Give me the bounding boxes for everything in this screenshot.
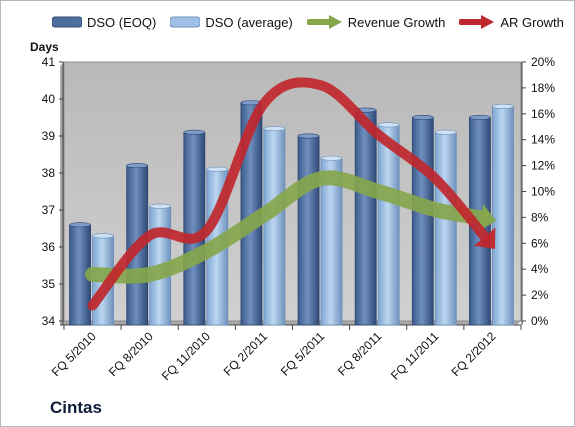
bar-top-dso-average bbox=[492, 103, 514, 109]
y2-tick-label: 20% bbox=[531, 55, 555, 69]
x-tick-label: FQ 2/2011 bbox=[221, 329, 271, 379]
bar-dso-average bbox=[434, 131, 457, 326]
bar-top-dso-eoq bbox=[297, 133, 320, 139]
bar-top-dso-average bbox=[377, 122, 400, 128]
y2-tick-label: 16% bbox=[531, 107, 555, 121]
y2-tick-label: 4% bbox=[531, 262, 549, 276]
bar-dso-average bbox=[263, 128, 286, 326]
legend-label-revenue-growth: Revenue Growth bbox=[347, 14, 446, 30]
legend-label-dso-eoq: DSO (EOQ) bbox=[87, 14, 157, 30]
x-tick-label: FQ 5/2011 bbox=[278, 329, 328, 379]
y2-tick-label: 6% bbox=[531, 236, 549, 250]
x-tick-label: FQ 11/2011 bbox=[388, 329, 442, 383]
bar-top-dso-average bbox=[320, 155, 343, 161]
y-tick-label: 40 bbox=[42, 92, 56, 106]
bar-top-dso-eoq bbox=[412, 115, 434, 121]
legend-swatch-dso-eoq bbox=[52, 16, 82, 28]
bar-top-dso-eoq bbox=[69, 222, 91, 228]
x-tick-label: FQ 11/2010 bbox=[159, 329, 213, 383]
y2-tick-label: 2% bbox=[531, 288, 549, 302]
line-ar-growth bbox=[87, 77, 491, 311]
legend-label-dso-average: DSO (average) bbox=[205, 14, 293, 30]
y2-tick-label: 14% bbox=[531, 133, 555, 147]
legend-swatch-ar-growth bbox=[459, 15, 495, 29]
company-name: Cintas bbox=[50, 398, 102, 417]
x-tick-label: FQ 5/2010 bbox=[49, 329, 99, 379]
y2-tick-label: 10% bbox=[531, 185, 555, 199]
y-tick-label: 39 bbox=[42, 129, 56, 143]
bar-top-dso-average bbox=[92, 233, 114, 239]
legend-item-dso-eoq: DSO (EOQ) bbox=[52, 15, 156, 30]
y2-tick-label: 0% bbox=[531, 314, 549, 328]
bar-dso-eoq bbox=[411, 117, 434, 326]
y2-tick-label: 12% bbox=[531, 159, 555, 173]
y-tick-label: 36 bbox=[42, 240, 56, 254]
bar-top-dso-eoq bbox=[469, 115, 491, 121]
bar-dso-average bbox=[492, 106, 514, 326]
bar-top-dso-average bbox=[206, 166, 229, 172]
y-tick-label: 38 bbox=[42, 166, 56, 180]
line-revenue-growth bbox=[85, 170, 489, 284]
arrowhead-ar-growth bbox=[473, 227, 496, 249]
bar-top-dso-average bbox=[149, 203, 171, 209]
bar-dso-eoq bbox=[297, 135, 320, 326]
x-tick-label: FQ 8/2011 bbox=[335, 329, 385, 379]
y-tick-label: 35 bbox=[42, 277, 56, 291]
y-tick-label: 37 bbox=[42, 203, 56, 217]
legend-swatch-dso-average bbox=[170, 16, 201, 28]
bar-dso-eoq bbox=[354, 109, 377, 326]
legend-label-ar-growth: AR Growth bbox=[500, 14, 564, 30]
x-tick-label: FQ 8/2010 bbox=[106, 329, 156, 379]
bar-dso-average bbox=[377, 124, 400, 326]
legend-item-ar-growth: AR Growth bbox=[459, 14, 564, 30]
y-tick-label: 34 bbox=[42, 314, 56, 328]
y-tick-label: 41 bbox=[42, 55, 56, 69]
x-tick-label: FQ 2/2012 bbox=[449, 329, 499, 379]
bar-top-dso-average bbox=[263, 126, 286, 132]
y-axis-title: Days bbox=[30, 40, 59, 54]
bar-top-dso-eoq bbox=[126, 163, 148, 169]
legend: DSO (EOQ) DSO (average) Revenue Growth A… bbox=[52, 14, 575, 30]
bar-top-dso-average bbox=[435, 129, 457, 135]
legend-item-revenue-growth: Revenue Growth bbox=[306, 14, 446, 30]
y2-tick-label: 8% bbox=[531, 210, 549, 224]
y2-tick-label: 18% bbox=[531, 81, 555, 95]
bar-top-dso-eoq bbox=[183, 129, 206, 135]
arrowhead-revenue-growth bbox=[478, 204, 497, 232]
legend-item-dso-average: DSO (average) bbox=[170, 14, 293, 30]
legend-swatch-revenue-growth bbox=[306, 15, 342, 29]
